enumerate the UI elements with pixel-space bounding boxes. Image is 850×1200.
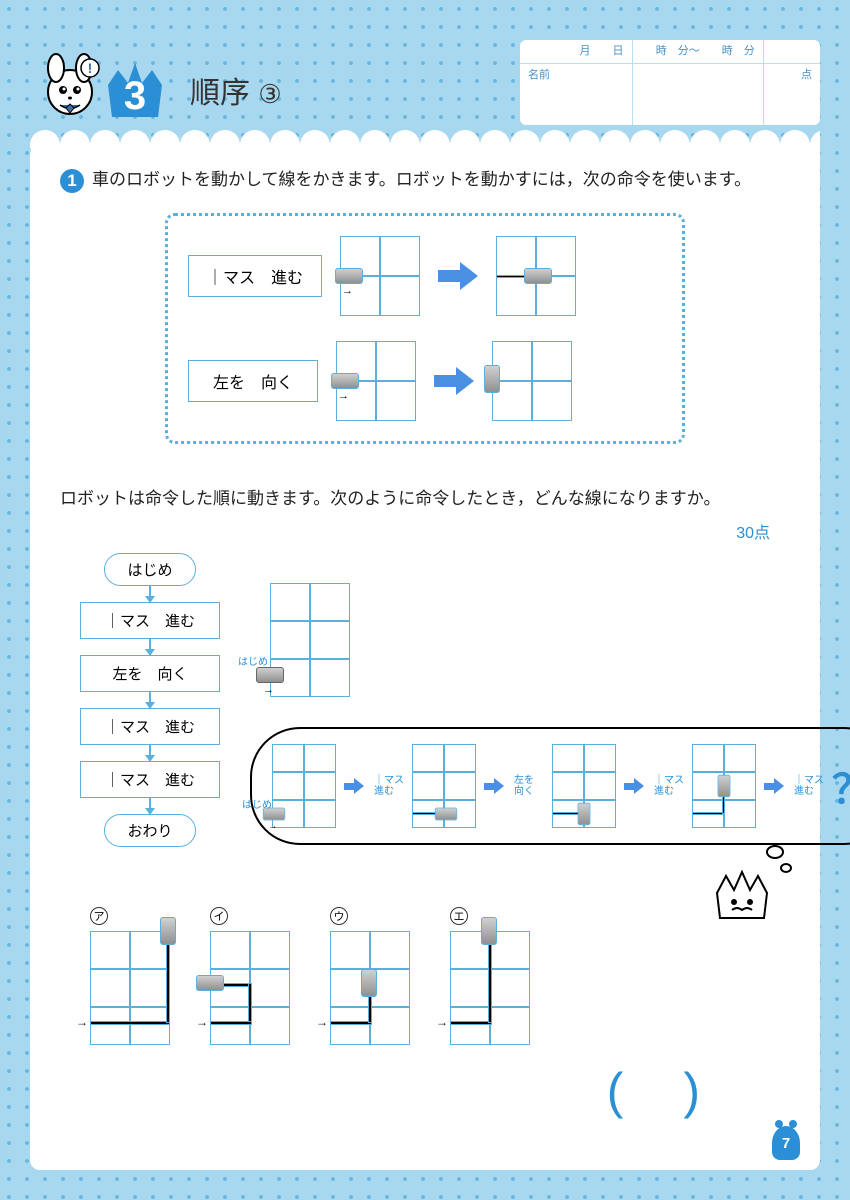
option-d[interactable]: エ → bbox=[450, 907, 530, 1045]
arrow-icon bbox=[764, 778, 786, 794]
thought-bubble: はじめ ｜マス 進む 左を 向く bbox=[250, 727, 850, 845]
command-legend: ｜マス 進む 左を 向く bbox=[165, 213, 685, 444]
worksheet-header: ! 3 順序 ③ 月 日 時 分～ 時 分 名前 点 bbox=[30, 40, 820, 140]
arrow-icon bbox=[624, 778, 646, 794]
flow-step: ｜マス 進む bbox=[80, 602, 220, 639]
flow-step: 左を 向く bbox=[80, 655, 220, 692]
mascot-icon: ! bbox=[30, 50, 110, 130]
flow-step: ｜マス 進む bbox=[80, 761, 220, 798]
option-a[interactable]: ア → bbox=[90, 907, 170, 1045]
grid-after-turn bbox=[492, 341, 572, 421]
grid-after-forward bbox=[496, 236, 576, 316]
option-c[interactable]: ウ → bbox=[330, 907, 410, 1045]
start-label: はじめ bbox=[238, 653, 268, 668]
grid-before-turn bbox=[336, 341, 416, 421]
option-b[interactable]: イ → bbox=[210, 907, 290, 1045]
flow-step: ｜マス 進む bbox=[80, 708, 220, 745]
question-1b: ロボットは命令した順に動きます。次のように命令したとき，どんな線になりますか。 bbox=[30, 454, 820, 519]
question-number-badge: 1 bbox=[60, 169, 84, 193]
arrow-icon bbox=[438, 262, 478, 290]
arrow-icon bbox=[434, 367, 474, 395]
flow-end: おわり bbox=[104, 814, 195, 847]
command-forward: ｜マス 進む bbox=[188, 255, 322, 297]
points-label: 30点 bbox=[30, 519, 820, 543]
svg-text:!: ! bbox=[88, 60, 93, 76]
content-area: 1車のロボットを動かして線をかきます。ロボットを動かすには，次の命令を使います。… bbox=[30, 145, 820, 1170]
flowchart: はじめ ｜マス 進む 左を 向く ｜マス 進む ｜マス 進む おわり bbox=[80, 553, 220, 847]
name-label: 名前 bbox=[520, 64, 633, 125]
wavy-border bbox=[30, 130, 820, 160]
lesson-number: 3 bbox=[100, 67, 170, 125]
date-month-day: 月 日 bbox=[520, 40, 633, 64]
answer-blank[interactable]: (​) bbox=[607, 1062, 760, 1120]
lesson-title: 順序 ③ bbox=[190, 68, 282, 112]
crown-character-icon bbox=[712, 868, 772, 923]
question-mark: ？ bbox=[832, 757, 850, 815]
page-number: 7 bbox=[772, 1126, 800, 1160]
date-time: 時 分～ 時 分 bbox=[633, 40, 764, 64]
lesson-badge: 3 bbox=[100, 55, 170, 125]
name-date-box[interactable]: 月 日 時 分～ 時 分 名前 点 bbox=[520, 40, 820, 125]
score-label: 点 bbox=[764, 64, 820, 125]
answer-options: ア → イ → ウ bbox=[30, 847, 820, 1045]
grid-before-forward bbox=[340, 236, 420, 316]
start-grid bbox=[270, 583, 850, 697]
arrow-icon bbox=[344, 778, 366, 794]
flow-start: はじめ bbox=[104, 553, 195, 586]
arrow-icon bbox=[484, 778, 506, 794]
command-turn-left: 左を 向く bbox=[188, 360, 318, 402]
